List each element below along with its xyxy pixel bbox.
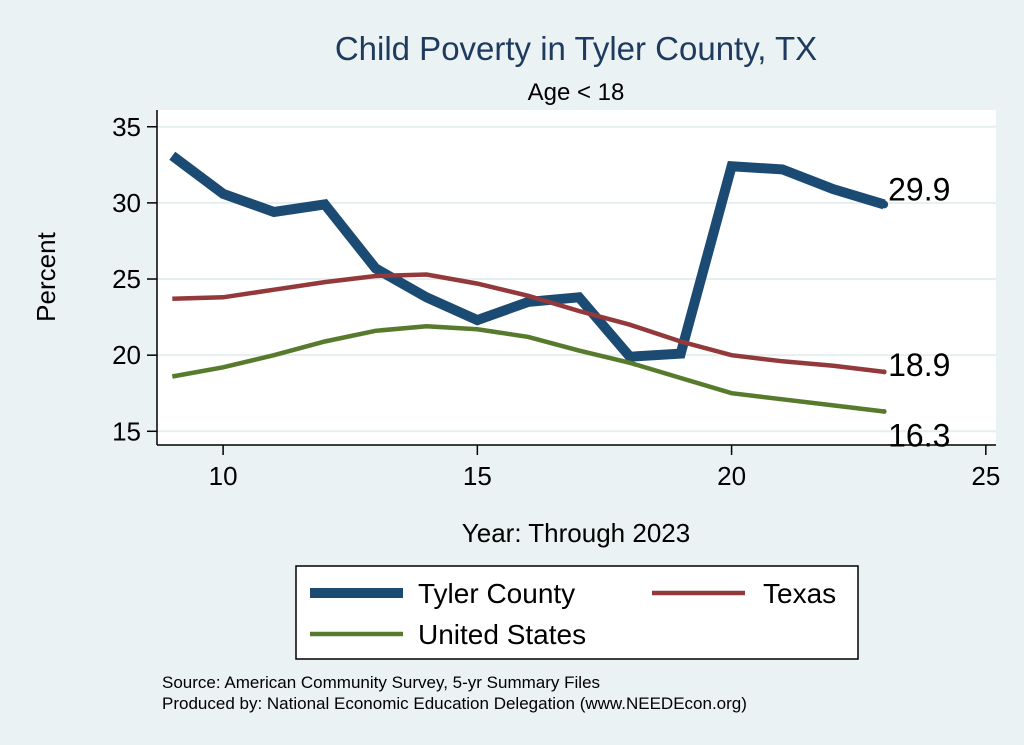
legend-label-tyler-county: Tyler County	[418, 578, 575, 609]
y-ticks: 15 20 25 30 35	[112, 112, 157, 446]
end-label-united-states: 16.3	[888, 418, 950, 454]
y-tick-label-30: 30	[112, 188, 141, 218]
y-tick-label-25: 25	[112, 264, 141, 294]
x-ticks: 10 15 20 25	[209, 445, 1000, 491]
gridlines	[157, 125, 996, 433]
legend-box	[295, 565, 859, 660]
y-tick-label-35: 35	[112, 112, 141, 142]
series-line-tyler-county	[169, 151, 886, 362]
y-axis-label: Percent	[31, 231, 61, 321]
axes	[156, 110, 996, 446]
end-label-tyler-county: 29.9	[888, 171, 950, 207]
series-lines	[169, 151, 886, 414]
x-tick-label-20: 20	[717, 461, 746, 491]
series-line-texas	[172, 272, 885, 375]
legend-label-united-states: United States	[418, 619, 586, 650]
y-tick-label-15: 15	[112, 416, 141, 446]
end-point-united-states	[881, 409, 887, 414]
y-tick-label-20: 20	[112, 340, 141, 370]
legend: Tyler County Texas United States	[295, 565, 859, 660]
x-tick-label-10: 10	[209, 461, 238, 491]
x-tick-label-15: 15	[463, 461, 492, 491]
end-labels: 29.9 18.9 16.3	[880, 171, 950, 454]
x-tick-label-25: 25	[971, 461, 1000, 491]
chart-title: Child Poverty in Tyler County, TX	[335, 30, 817, 67]
legend-label-texas: Texas	[763, 578, 836, 609]
series-line-united-states	[171, 323, 885, 414]
source-line-2: Produced by: National Economic Education…	[162, 694, 747, 713]
end-point-tyler-county	[880, 200, 889, 209]
end-point-texas	[881, 369, 887, 375]
end-label-texas: 18.9	[888, 347, 950, 383]
chart-subtitle: Age < 18	[528, 79, 625, 106]
x-axis-label: Year: Through 2023	[462, 518, 690, 548]
plot-area	[157, 110, 996, 445]
source-line-1: Source: American Community Survey, 5-yr …	[162, 673, 600, 692]
